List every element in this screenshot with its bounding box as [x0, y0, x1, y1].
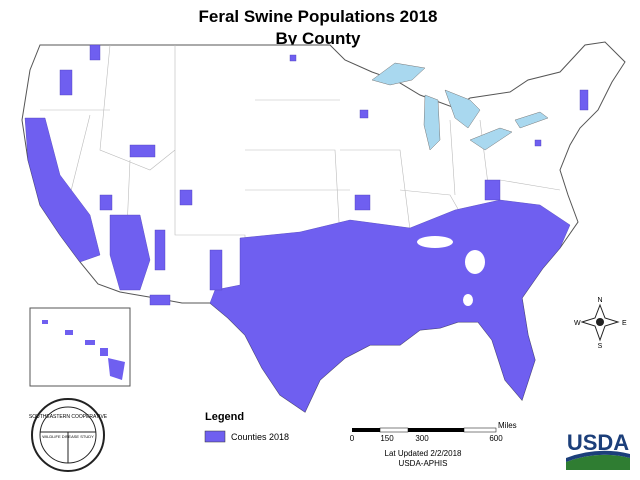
unaffected-counties: [417, 236, 485, 306]
title: Feral Swine Populations 2018: [198, 7, 437, 26]
compass-south: S: [598, 343, 603, 350]
usda-wordmark: USDA: [567, 430, 629, 455]
study-name: WILDLIFE DISEASE STUDY: [42, 434, 94, 439]
subtitle: By County: [276, 29, 362, 48]
scale-bar: Miles 0 150 300 600: [350, 421, 517, 443]
source: USDA-APHIS: [399, 459, 448, 468]
legend-title: Legend: [205, 411, 244, 423]
compass-east: E: [622, 320, 627, 327]
scale-unit: Miles: [498, 421, 517, 430]
scale-tick: 0: [350, 434, 355, 443]
scale-tick: 150: [380, 434, 394, 443]
legend-swatch: [204, 430, 226, 443]
usda-logo: USDA: [566, 430, 630, 470]
cooperative-name: SOUTHEASTERN COOPERATIVE: [29, 414, 108, 420]
scale-tick: 600: [489, 434, 503, 443]
compass-west: W: [574, 320, 581, 327]
update-date: Lat Updated 2/2/2018: [385, 449, 463, 458]
compass: N S E W: [574, 297, 627, 350]
hawaii-islands: [42, 320, 125, 380]
great-lakes: [371, 62, 549, 151]
compass-north: N: [597, 297, 602, 304]
legend-label: Counties 2018: [231, 432, 289, 442]
scale-tick: 300: [415, 434, 429, 443]
cooperative-logo: SOUTHEASTERN COOPERATIVE WILDLIFE DISEAS…: [29, 398, 108, 472]
